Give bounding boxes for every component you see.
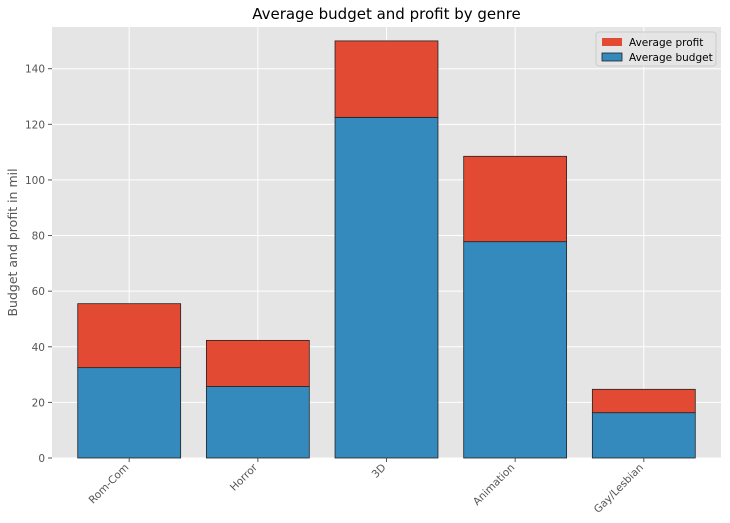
bar-average-budget [334, 116, 439, 459]
x-tick-label: Animation [471, 462, 517, 508]
bar-average-profit [591, 388, 696, 414]
legend-box [595, 31, 717, 67]
legend: Average profit Average budget [595, 31, 717, 67]
legend-swatch-average-profit [602, 38, 622, 46]
x-tick-label: Rom-Com [87, 462, 132, 507]
x-tick-label: Horror [228, 461, 261, 494]
y-axis-label: Budget and profit in mil [5, 168, 20, 316]
y-tick-label: 100 [25, 175, 45, 187]
y-tick-label: 80 [32, 231, 45, 243]
y-tick-label: 20 [32, 397, 45, 409]
y-axis-ticks: 0 20 40 60 80 100 120 140 [25, 64, 52, 465]
bar-average-budget [205, 386, 310, 459]
y-tick-label: 0 [38, 453, 45, 465]
legend-swatch-average-budget [601, 52, 623, 62]
bar-average-budget [77, 367, 182, 459]
bar-average-profit [463, 155, 568, 243]
bar-average-profit [334, 40, 439, 118]
bars-group [77, 40, 696, 459]
chart-title: Average budget and profit by genre [252, 5, 520, 23]
legend-label-average-profit: Average profit [629, 37, 703, 49]
bar-average-profit [205, 339, 310, 387]
legend-label-average-budget: Average budget [629, 52, 713, 64]
bar-average-budget [463, 241, 568, 459]
bar-average-profit [77, 303, 182, 369]
x-tick-label: Gay/Lesbian [592, 462, 646, 516]
x-axis-ticks: Rom-Com Horror 3D Animation Gay/Lesbian [87, 458, 646, 516]
x-tick-label: 3D [370, 462, 389, 481]
bar-average-budget [591, 412, 696, 459]
y-tick-label: 60 [32, 286, 45, 298]
y-tick-label: 120 [25, 119, 45, 131]
y-tick-label: 140 [25, 64, 45, 76]
y-tick-label: 40 [32, 342, 45, 354]
